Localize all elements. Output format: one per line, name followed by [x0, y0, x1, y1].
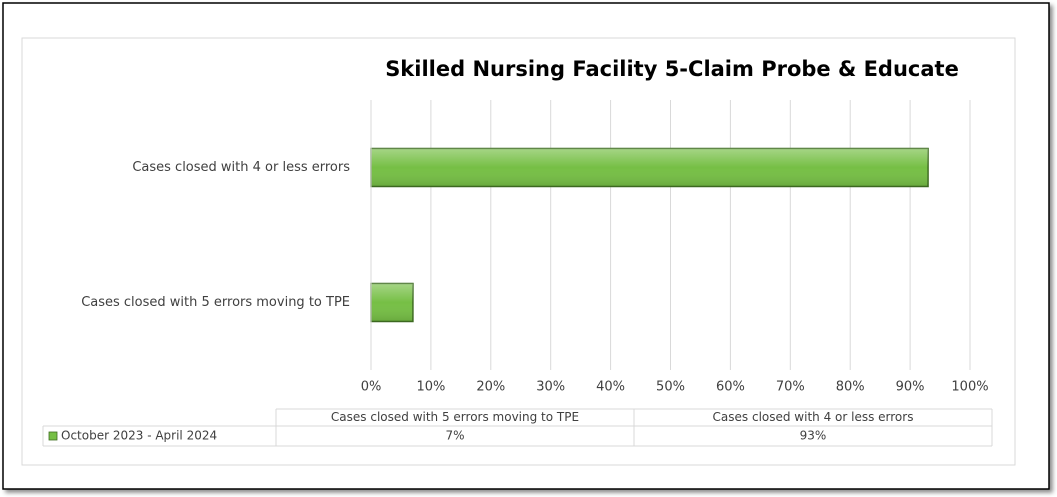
chart-title: Skilled Nursing Facility 5-Claim Probe &… — [385, 57, 959, 81]
chart-frame — [21, 37, 1016, 466]
x-tick-label: 60% — [716, 380, 745, 395]
table-value: 93% — [800, 429, 827, 443]
x-tick-label: 0% — [361, 380, 382, 395]
x-tick-label: 100% — [951, 380, 988, 395]
x-tick-label: 80% — [836, 380, 865, 395]
bar — [370, 147, 929, 188]
x-tick-label: 20% — [476, 380, 505, 395]
y-tick-label: Cases closed with 4 or less errors — [132, 160, 350, 175]
x-tick-label: 70% — [776, 380, 805, 395]
x-tick-label: 50% — [656, 380, 685, 395]
x-tick-label: 40% — [596, 380, 625, 395]
legend-label: October 2023 - April 2024 — [61, 429, 217, 443]
x-tick-label: 90% — [896, 380, 925, 395]
x-tick-label: 30% — [536, 380, 565, 395]
y-tick-label: Cases closed with 5 errors moving to TPE — [81, 295, 350, 310]
table-header: Cases closed with 4 or less errors — [713, 410, 914, 424]
table-header: Cases closed with 5 errors moving to TPE — [331, 410, 579, 424]
bar — [370, 282, 414, 323]
table-value: 7% — [445, 429, 464, 443]
legend-swatch — [48, 431, 58, 441]
x-tick-label: 10% — [416, 380, 445, 395]
